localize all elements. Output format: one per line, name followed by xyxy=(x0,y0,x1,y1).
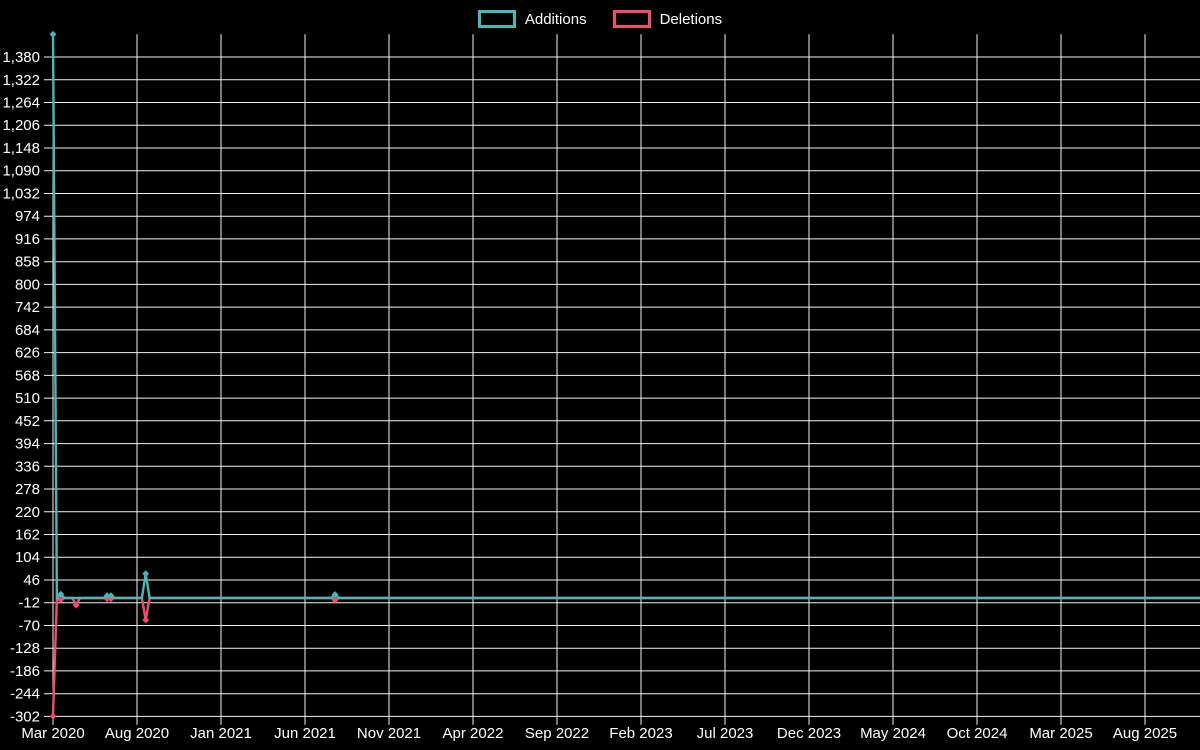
x-tick-label: Mar 2025 xyxy=(1029,725,1092,742)
x-tick-label: Feb 2023 xyxy=(609,725,672,742)
deletions-markers xyxy=(49,595,339,720)
additions-point-marker xyxy=(103,592,111,600)
y-tick-label: 452 xyxy=(15,413,40,430)
y-tick-label: -302 xyxy=(10,708,40,725)
additions-point-marker xyxy=(49,30,57,38)
y-tick-label: 278 xyxy=(15,481,40,498)
legend-item-deletions: Deletions xyxy=(612,10,723,28)
x-gridlines xyxy=(52,34,1146,725)
deletions-point-marker xyxy=(142,616,150,624)
additions-swatch-icon xyxy=(477,10,516,28)
y-tick-label: 162 xyxy=(15,527,40,544)
y-tick-label: 916 xyxy=(15,231,40,248)
y-tick-label: 1,032 xyxy=(2,186,40,203)
x-tick-label: Jun 2021 xyxy=(274,725,336,742)
x-tick-label: Sep 2022 xyxy=(525,725,589,742)
y-tick-label: 104 xyxy=(15,549,40,566)
x-tick-label: Apr 2022 xyxy=(443,725,504,742)
x-tick-label: Jul 2023 xyxy=(697,725,754,742)
y-tick-label: 1,090 xyxy=(2,163,40,180)
y-tick-label: 800 xyxy=(15,276,40,293)
legend-item-additions: Additions xyxy=(477,10,587,28)
x-tick-label: Nov 2021 xyxy=(357,725,421,742)
additions-point-marker xyxy=(142,570,150,578)
deletions-point-marker xyxy=(331,596,339,604)
y-tick-label: 1,322 xyxy=(2,72,40,89)
y-tick-label: 626 xyxy=(15,345,40,362)
y-tick-label: 220 xyxy=(15,504,40,521)
y-tick-label: -186 xyxy=(10,663,40,680)
y-tick-label: 46 xyxy=(23,572,40,589)
y-tick-label: 394 xyxy=(15,436,40,453)
y-tick-label: 742 xyxy=(15,299,40,316)
y-tick-label: 1,380 xyxy=(2,49,40,66)
deletions-swatch-icon xyxy=(612,10,651,28)
additions-point-marker xyxy=(331,591,339,598)
y-tick-label: -128 xyxy=(10,640,40,657)
y-tick-label: 336 xyxy=(15,458,40,475)
additions-point-marker xyxy=(57,590,65,598)
x-tick-label: Oct 2024 xyxy=(947,725,1008,742)
y-tick-label: 568 xyxy=(15,367,40,384)
y-tick-label: 510 xyxy=(15,390,40,407)
y-tick-label: 858 xyxy=(15,254,40,271)
x-tick-label: May 2024 xyxy=(860,725,926,742)
x-tick-label: Dec 2023 xyxy=(777,725,841,742)
x-tick-label: Jan 2021 xyxy=(190,725,252,742)
deletions-line xyxy=(51,596,1200,718)
legend-label-deletions: Deletions xyxy=(659,10,723,28)
y-tick-label: 1,206 xyxy=(2,117,40,134)
x-tick-label: Mar 2020 xyxy=(21,725,84,742)
additions-point-marker xyxy=(107,592,115,600)
y-tick-label: 974 xyxy=(15,208,40,225)
chart-legend: Additions Deletions xyxy=(0,8,1200,30)
deletions-point-marker xyxy=(57,596,65,603)
x-tick-label: Aug 2025 xyxy=(1113,725,1177,742)
y-tick-label: -244 xyxy=(10,686,40,703)
y-gridlines xyxy=(44,56,1200,717)
y-axis-labels: 1,380 1,322 1,264 1,206 1,148 1,090 1,032 974 91… xyxy=(2,49,40,725)
deletions-point-marker xyxy=(72,601,80,609)
deletions-point-marker xyxy=(49,713,57,720)
y-tick-label: -12 xyxy=(18,595,40,612)
additions-markers xyxy=(49,30,339,600)
legend-label-additions: Additions xyxy=(524,10,587,28)
x-tick-label: Aug 2020 xyxy=(105,725,169,742)
y-tick-label: -70 xyxy=(18,618,40,635)
y-tick-label: 684 xyxy=(15,322,40,339)
additions-line xyxy=(51,33,1200,600)
y-tick-label: 1,264 xyxy=(2,95,40,112)
y-tick-label: 1,148 xyxy=(2,140,40,157)
x-axis-labels: Mar 2020 Aug 2020 Jan 2021 Jun 2021 Nov 2021… xyxy=(21,725,1177,742)
